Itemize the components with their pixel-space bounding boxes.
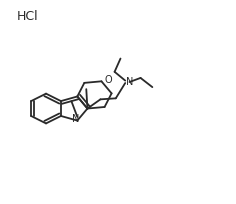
- Text: O: O: [105, 75, 112, 85]
- Text: N: N: [72, 114, 80, 124]
- Text: HCl: HCl: [17, 10, 38, 23]
- Text: N: N: [126, 77, 134, 87]
